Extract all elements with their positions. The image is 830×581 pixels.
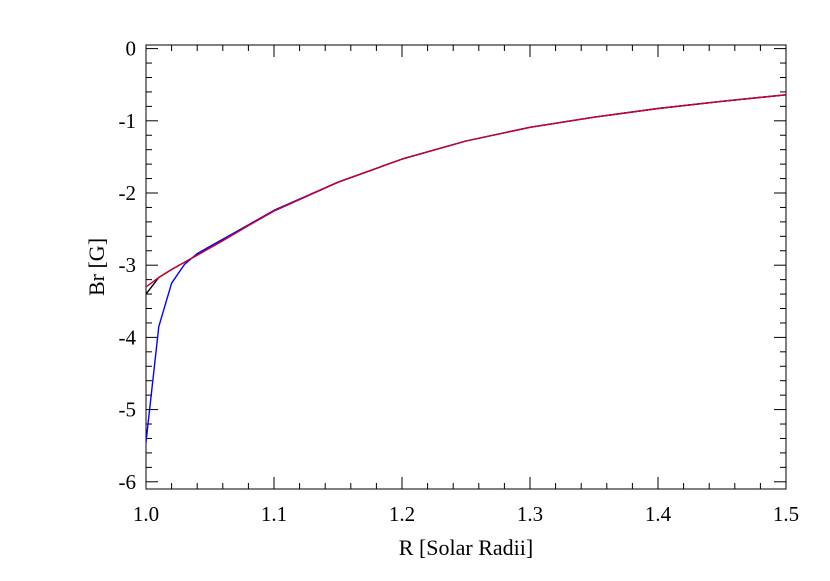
axis-ticks — [145, 45, 787, 489]
series-line-3 — [145, 94, 787, 288]
plot-frame — [145, 44, 787, 490]
y-tick-label: -1 — [119, 109, 137, 133]
y-tick-label: -3 — [119, 253, 137, 277]
x-tick-label: 1.3 — [517, 502, 543, 526]
y-tick-label: -2 — [119, 181, 137, 205]
tick-labels: 1.0 1.1 1.2 1.3 1.4 1.5 0 -1 -2 -3 -4 -5 -6 — [119, 37, 800, 526]
series-line-1 — [145, 94, 787, 295]
y-tick-label: -5 — [119, 398, 137, 422]
x-axis-title: R [Solar Radii] — [399, 535, 533, 560]
y-tick-label: 0 — [126, 37, 137, 61]
y-tick-label: -4 — [119, 325, 137, 349]
y-axis-title: Br [G] — [84, 238, 109, 296]
series-line-2 — [145, 94, 787, 443]
x-tick-label: 1.2 — [389, 502, 415, 526]
x-tick-label: 1.4 — [645, 502, 672, 526]
x-tick-label: 1.5 — [773, 502, 799, 526]
x-tick-label: 1.0 — [133, 502, 159, 526]
y-tick-label: -6 — [119, 470, 137, 494]
series-group — [145, 94, 787, 443]
x-tick-label: 1.1 — [261, 502, 287, 526]
